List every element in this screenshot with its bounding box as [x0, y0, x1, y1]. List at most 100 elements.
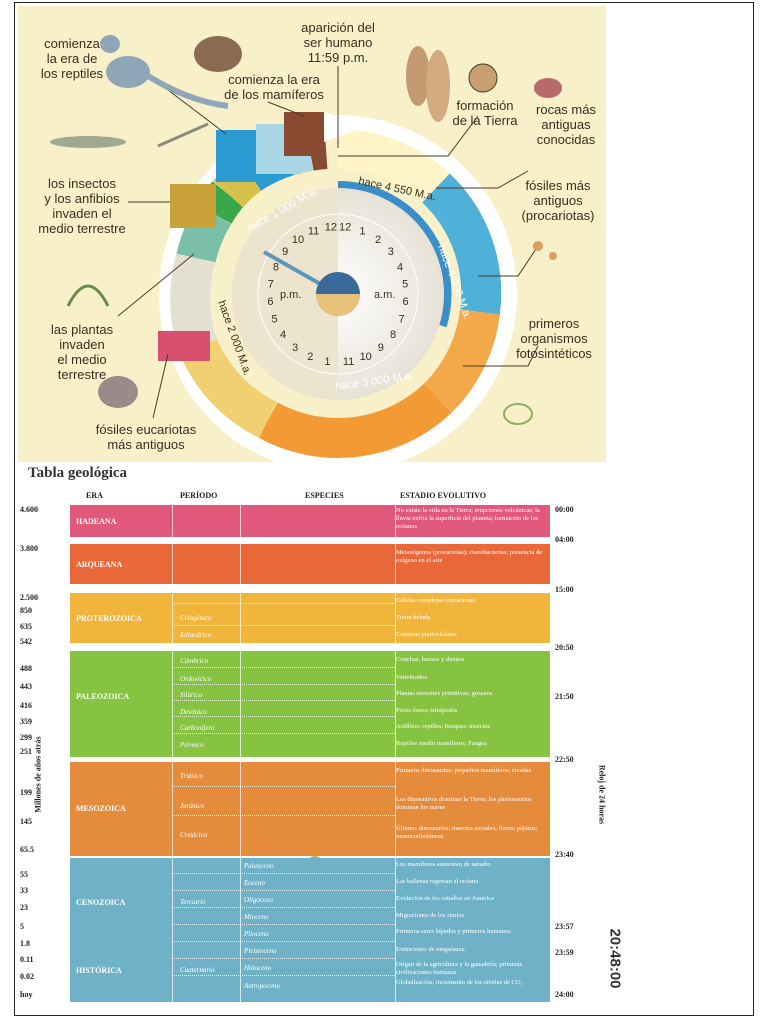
- evolution-description: Plantas terrestres primitivas; gusanos: [396, 690, 493, 697]
- hour-number: 1: [324, 356, 330, 368]
- connector-lines: [117, 66, 539, 419]
- year-label: 0.11: [20, 955, 34, 964]
- era-name: MESOZOICA: [76, 804, 126, 813]
- pm-label: p.m.: [280, 289, 301, 301]
- epoch-label: Mioceno: [244, 913, 269, 921]
- evolution-description: Primeros seres bípedos y primeros humano…: [396, 928, 511, 935]
- hour-number: 5: [402, 278, 408, 290]
- connector: [338, 115, 479, 157]
- year-label: 416: [20, 701, 32, 710]
- era-bar-mammals: [284, 112, 324, 156]
- evolution-description: No existe la vida en la Tierra; erupcion…: [396, 507, 540, 530]
- period-label: Criogénico: [180, 614, 212, 622]
- connector: [117, 253, 195, 317]
- epoch-label: Oligoceno: [244, 896, 274, 904]
- clock-time: 23:40: [555, 850, 574, 859]
- year-label: 850: [20, 606, 32, 615]
- era-name: ARQUEANA: [76, 560, 123, 569]
- hour-number: 7: [398, 313, 404, 325]
- year-label: hoy: [20, 990, 33, 999]
- evolution-description: Células complejas (eucariotas): [396, 597, 476, 604]
- big-clock: 20:48:00: [606, 928, 624, 989]
- clock-center-half: [316, 294, 360, 316]
- row-divider: [172, 941, 395, 942]
- clock-time: 24:00: [555, 990, 574, 999]
- label-mammals: comienza la era de los mamíferos: [224, 72, 324, 102]
- label-fossils: fósiles más antiguos (procariotas): [521, 178, 595, 223]
- row-divider: [172, 643, 395, 644]
- hour-number: 6: [267, 296, 273, 308]
- evolution-description: Tierra helada: [396, 614, 431, 621]
- era-band: [70, 593, 550, 643]
- connector: [267, 101, 305, 117]
- year-label: 299: [20, 733, 32, 742]
- evolution-description: Reptiles medio mamíferos; Pangea: [396, 740, 487, 747]
- hour-number: 11: [308, 226, 319, 238]
- connector: [463, 345, 539, 367]
- era-band: [70, 651, 550, 757]
- year-label: 65.5: [20, 845, 34, 854]
- period-label: Cretácico: [180, 831, 208, 839]
- table-title: Tabla geológica: [28, 465, 128, 481]
- clock-time: 21:50: [555, 692, 574, 701]
- evolution-description: Origen de la agricultura y la ganadería;…: [396, 961, 523, 976]
- evolution-description: Evolución de los caballos en América: [396, 895, 495, 902]
- period-label: Silúrico: [180, 691, 203, 699]
- year-label: 55: [20, 870, 28, 879]
- dragonfly-illustration: [157, 122, 209, 148]
- evolution-description: Globalización; incremento de los niveles…: [396, 979, 523, 986]
- clock-time: 23:59: [555, 948, 574, 957]
- era-bar-insects: [170, 184, 216, 228]
- era-bar-reptiles: [216, 130, 256, 182]
- connector: [436, 170, 529, 189]
- label-plants: las plantas invaden el medio terrestre: [50, 322, 114, 382]
- period-label: Devónico: [180, 708, 207, 716]
- mammal-illustration: [194, 36, 242, 72]
- era-segment: [421, 173, 502, 315]
- era-segment: [423, 309, 500, 413]
- hour-number: 10: [360, 351, 372, 363]
- hour-number: 1: [359, 226, 365, 238]
- dinosaur-illustration: [100, 35, 229, 109]
- earth-illustration: [468, 63, 498, 93]
- era-band: [70, 858, 550, 950]
- year-label: 23: [20, 903, 28, 912]
- row-divider: [172, 667, 395, 668]
- geological-clock-panel: 12 11 10 9 8 7 6 5 4 3 2 1 12 1 2 3 4 5 6 7 8 9 10 11 hace 1 0…: [18, 6, 606, 462]
- label-human: aparición del ser humano 11:59 p.m.: [301, 20, 375, 65]
- label-insects: los insectos y los anfibios invaden el m…: [38, 176, 126, 236]
- year-label: 4.600: [20, 505, 38, 514]
- row-divider: [172, 975, 395, 976]
- year-label: 199: [20, 788, 32, 797]
- period-label: Carbonífero: [180, 724, 215, 732]
- year-label: 0.02: [20, 972, 34, 981]
- label-earth: formación de la Tierra: [452, 98, 518, 128]
- row-divider: [172, 603, 395, 604]
- rock-illustration: [534, 78, 562, 98]
- column-divider: [395, 505, 396, 1002]
- evolution-description: Conchas, huesos y dientes: [396, 656, 465, 663]
- hour-number: 9: [282, 246, 288, 258]
- period-label: Terciario: [180, 898, 206, 906]
- period-label: Pérmico: [180, 741, 204, 749]
- period-label: Ordovícico: [180, 675, 212, 683]
- row-divider: [172, 890, 395, 891]
- label-photo: primeros organismos fotosintéticos: [516, 316, 592, 361]
- inner-circle: [257, 213, 419, 375]
- trilobite-illustration: [98, 376, 138, 408]
- era-segment: [337, 129, 450, 204]
- year-label: 443: [20, 682, 32, 691]
- row-divider: [172, 733, 395, 734]
- hour-number: 5: [271, 313, 277, 325]
- header-especies: ESPECIES: [305, 491, 344, 500]
- human-pointer: [324, 112, 368, 142]
- year-label: 359: [20, 717, 32, 726]
- connector: [167, 89, 227, 135]
- period-label: Cuaternario: [180, 966, 215, 974]
- hour-number: 4: [397, 261, 403, 273]
- hour-number: 6: [403, 296, 409, 308]
- evolution-description: Peces óseos; tetrápodos: [396, 707, 458, 714]
- period-label: Ediacárico: [180, 631, 212, 639]
- year-label: 5: [20, 922, 24, 931]
